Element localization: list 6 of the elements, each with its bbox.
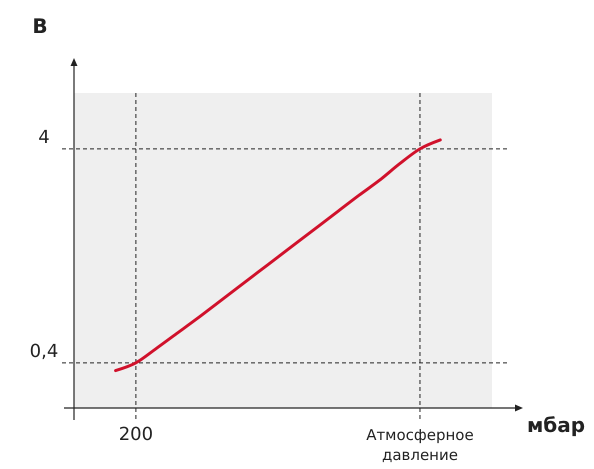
x-axis-title: мбар [526,413,586,437]
y-tick-label: 0,4 [30,340,58,362]
y-axis-title: В [32,14,48,38]
x-tick-label: 200 [118,424,154,445]
x-tick-label: Атмосферное давление [366,426,474,464]
y-tick-label: 4 [38,126,50,148]
